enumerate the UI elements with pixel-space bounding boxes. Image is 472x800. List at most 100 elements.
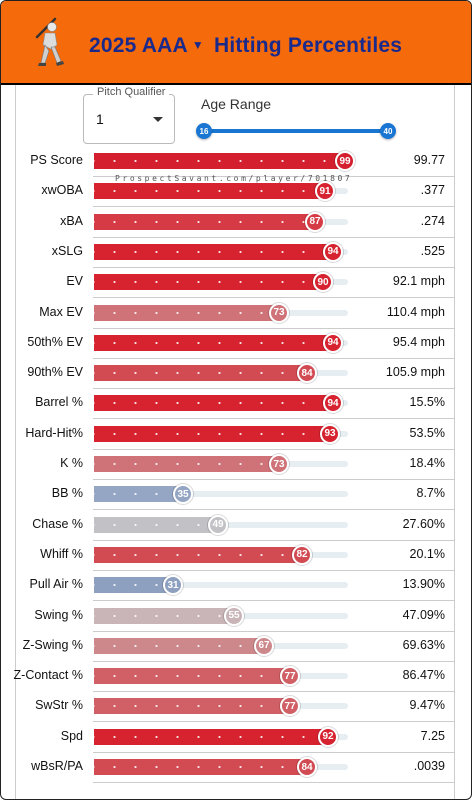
percentile-bar <box>94 425 330 442</box>
row-divider <box>93 266 455 268</box>
percentile-track <box>94 491 348 498</box>
percentile-badge: 90 <box>313 272 333 293</box>
metric-value: 95.4 mph <box>392 334 445 349</box>
metric-value: 13.90% <box>402 577 445 592</box>
row-divider <box>93 782 455 783</box>
row-divider <box>93 388 455 390</box>
percentile-badge: 73 <box>269 454 289 474</box>
metric-label: Whiff % <box>40 546 83 561</box>
percentile-bar <box>94 486 183 503</box>
row-divider <box>93 357 455 359</box>
percentile-bar <box>94 456 279 472</box>
pitch-qualifier-value[interactable]: 1 <box>96 111 104 127</box>
metric-value: .0039 <box>413 759 445 773</box>
metric-value: 47.09% <box>402 607 445 622</box>
percentile-bar <box>94 183 325 200</box>
select-arrow-icon[interactable] <box>153 117 163 122</box>
percentile-badge: 77 <box>280 666 300 687</box>
batter-silhouette-icon <box>27 17 67 71</box>
metric-label: xBA <box>60 213 83 228</box>
percentile-bar <box>94 698 290 715</box>
percentile-track <box>94 582 348 589</box>
metric-value: .377 <box>420 183 445 198</box>
percentile-badge: 31 <box>163 575 183 596</box>
percentile-badge: 67 <box>254 635 274 656</box>
metric-label: Barrel % <box>35 395 83 410</box>
metric-value: 9.47% <box>409 698 445 713</box>
metric-label: Z-Swing % <box>22 637 83 652</box>
percentile-badge: 73 <box>269 302 289 323</box>
chevron-down-icon[interactable]: ▼ <box>191 38 204 52</box>
percentile-bar <box>94 516 218 533</box>
page-title: 2025 AAA ▼ Hitting Percentiles <box>89 34 402 58</box>
percentile-bar <box>94 637 264 654</box>
percentile-bar <box>94 243 333 260</box>
metric-value: 8.7% <box>416 486 446 501</box>
percentile-bar <box>94 577 173 594</box>
metric-value: 105.9 mph <box>385 365 445 380</box>
bar-dots <box>94 735 328 738</box>
percentile-bar <box>94 334 333 351</box>
metric-label: Pull Air % <box>29 577 84 592</box>
bar-dots <box>94 493 183 496</box>
percentile-bar <box>94 365 307 382</box>
percentile-badge: 92 <box>318 726 338 747</box>
metric-label: Spd <box>60 728 83 743</box>
percentile-badge: 94 <box>323 393 343 414</box>
age-range-slider[interactable] <box>204 129 388 133</box>
row-divider <box>93 327 455 329</box>
metric-label: BB % <box>51 486 83 501</box>
age-min-handle[interactable]: 16 <box>196 123 212 139</box>
row-divider <box>93 297 455 299</box>
percentile-badge: 55 <box>224 605 244 626</box>
percentile-bar <box>94 759 307 775</box>
bar-dots <box>94 553 302 556</box>
metric-label: Max EV <box>39 304 83 319</box>
age-max-handle[interactable]: 40 <box>380 123 396 139</box>
bar-dots <box>94 372 307 375</box>
metric-label: PS Score <box>30 153 83 167</box>
bar-dots <box>94 220 315 223</box>
row-divider <box>93 721 455 723</box>
percentile-badge: 87 <box>305 211 325 232</box>
metric-label: wBsR/PA <box>31 759 83 773</box>
row-divider <box>93 751 455 753</box>
row-divider <box>93 176 455 177</box>
metric-label: EV <box>66 274 83 289</box>
pitch-qualifier-label: Pitch Qualifier <box>93 86 170 98</box>
percentile-bar <box>94 153 345 169</box>
bar-dots <box>94 311 279 314</box>
row-divider <box>93 600 455 602</box>
watermark: ProspectSavant.com/player/701807 <box>115 174 353 183</box>
metric-label: Hard-Hit% <box>25 425 83 440</box>
percentile-bar <box>94 213 315 230</box>
row-divider <box>93 691 455 693</box>
row-divider <box>93 448 455 450</box>
percentile-bar <box>94 668 290 685</box>
bar-dots <box>94 523 218 526</box>
age-range-label: Age Range <box>201 96 272 112</box>
percentile-badge: 99 <box>335 151 355 171</box>
metric-value: 18.4% <box>409 456 445 470</box>
percentile-bar <box>94 274 323 291</box>
bar-dots <box>94 432 330 435</box>
metric-value: 7.25 <box>420 728 445 743</box>
row-divider <box>93 539 455 541</box>
percentile-bar <box>94 607 234 624</box>
metric-value: 53.5% <box>409 425 445 440</box>
percentile-bar <box>94 728 328 745</box>
percentile-bar <box>94 304 279 321</box>
bar-dots <box>94 250 333 253</box>
bar-dots <box>94 402 333 405</box>
bar-dots <box>94 463 279 465</box>
row-divider <box>93 569 455 571</box>
metric-value: 20.1% <box>409 546 445 561</box>
percentile-badge: 49 <box>208 514 228 535</box>
level-dropdown[interactable]: 2025 AAA <box>89 34 188 57</box>
header: 2025 AAA ▼ Hitting Percentiles <box>1 1 471 85</box>
row-divider <box>93 418 455 420</box>
metric-label: xSLG <box>51 243 83 258</box>
metric-value: 86.47% <box>402 668 445 683</box>
metric-value: 92.1 mph <box>392 274 445 289</box>
percentile-badge: 94 <box>323 241 343 262</box>
